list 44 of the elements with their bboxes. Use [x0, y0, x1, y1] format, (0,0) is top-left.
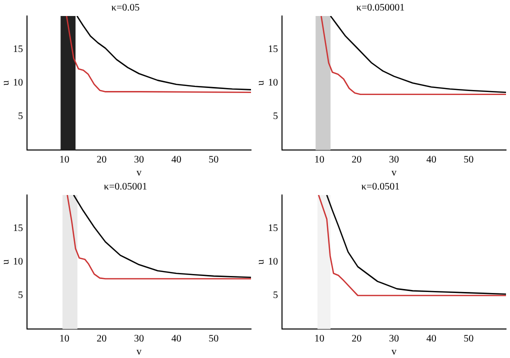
y-axis-title: u: [256, 80, 267, 86]
y-axis-title: u: [256, 260, 267, 264]
x-tick-label: 10: [314, 154, 324, 166]
x-tick-label: 10: [59, 154, 70, 166]
x-tick-label: 40: [426, 334, 436, 345]
x-axis-title: v: [392, 346, 396, 358]
x-tick-label: 10: [59, 334, 70, 345]
chart-title: κ=0.05: [111, 2, 140, 14]
y-tick-label: 10: [13, 78, 23, 89]
y-tick-label: 10: [268, 78, 278, 89]
x-tick-label: 30: [134, 154, 144, 166]
x-tick-label: 50: [208, 334, 219, 345]
y-axis-title: u: [0, 80, 12, 86]
x-tick-label: 20: [96, 334, 107, 345]
y-tick-label: 5: [273, 111, 278, 122]
x-tick-label: 10: [314, 334, 324, 345]
x-tick-label: 50: [464, 154, 474, 166]
x-tick-label: 20: [352, 154, 362, 166]
x-tick-label: 50: [208, 154, 219, 166]
x-axis-title: v: [136, 346, 142, 358]
y-tick-label: 5: [18, 290, 23, 302]
x-tick-label: 40: [171, 154, 182, 166]
x-tick-label: 30: [134, 334, 144, 345]
y-tick-label: 15: [268, 44, 278, 56]
chart-title: κ=0.0501: [361, 182, 400, 193]
y-tick-label: 15: [268, 223, 278, 234]
x-tick-label: 30: [389, 154, 399, 166]
x-axis-title: v: [392, 168, 396, 179]
chart-title: κ=0.05001: [104, 182, 148, 193]
x-axis-title: v: [136, 168, 142, 179]
x-tick-label: 40: [171, 334, 182, 345]
x-tick-label: 30: [389, 334, 399, 345]
y-tick-label: 10: [268, 256, 278, 268]
y-tick-label: 15: [13, 223, 23, 234]
x-tick-label: 20: [96, 154, 107, 166]
x-tick-label: 40: [426, 154, 436, 166]
x-tick-label: 20: [352, 334, 362, 345]
y-tick-label: 15: [13, 44, 23, 56]
x-tick-label: 50: [464, 334, 474, 345]
y-tick-label: 5: [273, 290, 278, 302]
y-axis-title: u: [0, 260, 12, 264]
y-tick-label: 10: [13, 256, 23, 268]
chart-title: κ=0.050001: [356, 2, 405, 14]
y-tick-label: 5: [18, 111, 23, 122]
